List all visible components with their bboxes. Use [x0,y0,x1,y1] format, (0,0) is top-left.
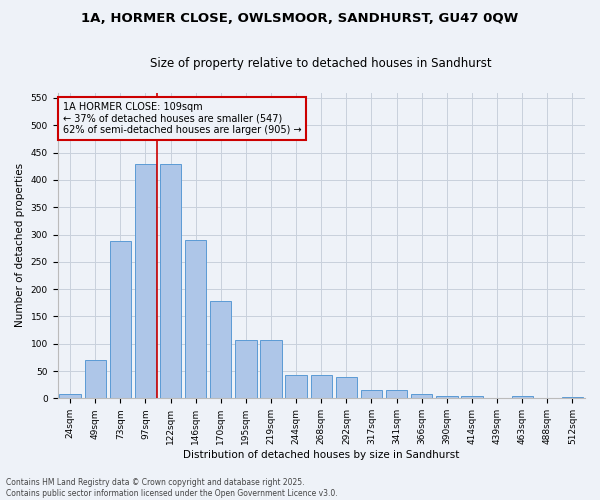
Text: 1A HORMER CLOSE: 109sqm
← 37% of detached houses are smaller (547)
62% of semi-d: 1A HORMER CLOSE: 109sqm ← 37% of detache… [63,102,301,135]
Bar [286,375,307,398]
Bar [336,376,357,398]
Bar [361,390,382,398]
Bar [461,396,482,398]
Bar [311,376,332,398]
Bar [512,396,533,398]
Text: 1A, HORMER CLOSE, OWLSMOOR, SANDHURST, GU47 0QW: 1A, HORMER CLOSE, OWLSMOOR, SANDHURST, G… [82,12,518,26]
Bar [562,396,583,398]
Bar [235,340,257,398]
Bar [436,396,458,398]
Bar [135,164,156,398]
Bar [260,340,282,398]
Bar [386,390,407,398]
Title: Size of property relative to detached houses in Sandhurst: Size of property relative to detached ho… [151,58,492,70]
Y-axis label: Number of detached properties: Number of detached properties [15,164,25,328]
X-axis label: Distribution of detached houses by size in Sandhurst: Distribution of detached houses by size … [183,450,460,460]
Text: Contains HM Land Registry data © Crown copyright and database right 2025.
Contai: Contains HM Land Registry data © Crown c… [6,478,338,498]
Bar [85,360,106,399]
Bar [210,301,232,398]
Bar [160,164,181,398]
Bar [59,394,81,398]
Bar [411,394,433,398]
Bar [110,241,131,398]
Bar [185,240,206,398]
